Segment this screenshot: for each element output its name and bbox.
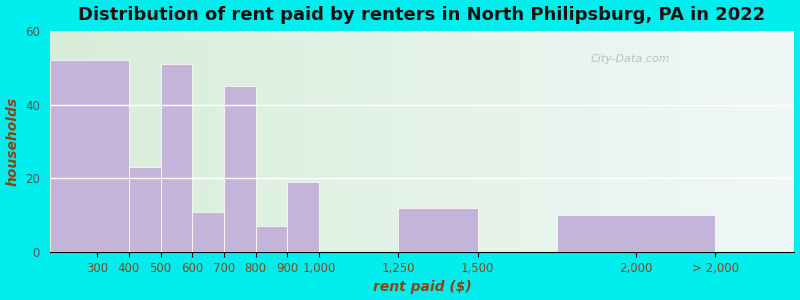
Bar xyxy=(110,31,124,252)
Bar xyxy=(630,31,646,252)
Bar xyxy=(392,31,407,252)
Bar xyxy=(526,31,542,252)
Bar xyxy=(497,31,511,252)
Bar xyxy=(557,215,715,252)
Bar xyxy=(184,31,198,252)
Bar xyxy=(690,31,705,252)
Bar xyxy=(287,182,319,252)
Bar xyxy=(571,31,586,252)
Bar xyxy=(224,86,256,252)
Bar xyxy=(154,31,169,252)
Text: City-Data.com: City-Data.com xyxy=(591,55,670,64)
Bar xyxy=(601,31,616,252)
Title: Distribution of rent paid by renters in North Philipsburg, PA in 2022: Distribution of rent paid by renters in … xyxy=(78,6,766,24)
Bar xyxy=(124,31,139,252)
Bar xyxy=(348,31,362,252)
Bar xyxy=(398,208,478,252)
Bar xyxy=(214,31,229,252)
Bar xyxy=(466,31,482,252)
Bar xyxy=(192,212,224,252)
Bar xyxy=(362,31,378,252)
Bar xyxy=(198,31,214,252)
Y-axis label: households: households xyxy=(6,97,19,186)
Bar xyxy=(273,31,288,252)
Bar xyxy=(229,31,243,252)
Bar xyxy=(452,31,466,252)
Bar xyxy=(779,31,794,252)
Bar xyxy=(660,31,675,252)
X-axis label: rent paid ($): rent paid ($) xyxy=(373,280,471,294)
Bar xyxy=(256,226,287,252)
Bar xyxy=(616,31,630,252)
Bar xyxy=(50,31,65,252)
Bar xyxy=(169,31,184,252)
Bar xyxy=(243,31,258,252)
Bar xyxy=(129,167,161,252)
Bar xyxy=(646,31,660,252)
Bar xyxy=(303,31,318,252)
Bar xyxy=(511,31,526,252)
Bar xyxy=(422,31,437,252)
Bar xyxy=(542,31,556,252)
Bar xyxy=(79,31,94,252)
Bar xyxy=(318,31,333,252)
Bar xyxy=(765,31,779,252)
Bar xyxy=(705,31,720,252)
Bar xyxy=(586,31,601,252)
Bar xyxy=(675,31,690,252)
Bar xyxy=(437,31,452,252)
Bar xyxy=(161,64,192,252)
Bar xyxy=(258,31,273,252)
Bar xyxy=(50,60,129,252)
Bar xyxy=(139,31,154,252)
Bar xyxy=(750,31,765,252)
Bar xyxy=(720,31,735,252)
Bar xyxy=(94,31,110,252)
Bar xyxy=(288,31,303,252)
Bar xyxy=(65,31,79,252)
Bar xyxy=(482,31,497,252)
Bar xyxy=(333,31,348,252)
Bar xyxy=(556,31,571,252)
Bar xyxy=(735,31,750,252)
Bar xyxy=(378,31,392,252)
Bar xyxy=(407,31,422,252)
